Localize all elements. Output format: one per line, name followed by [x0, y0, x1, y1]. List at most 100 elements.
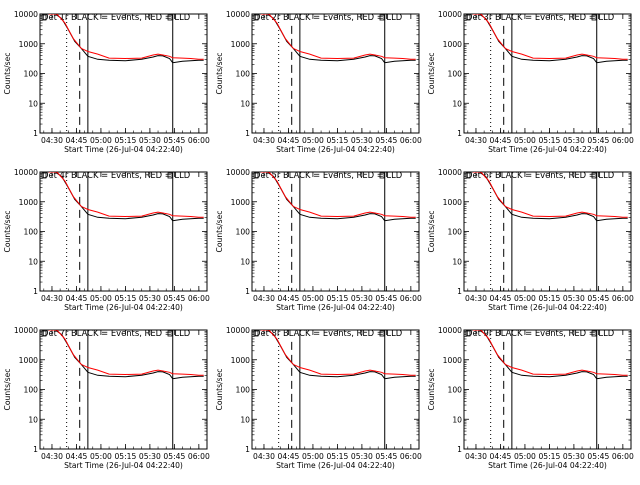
x-tick-label: 04:45 [278, 136, 300, 145]
plot-frame [39, 329, 208, 450]
chart-panel: Det 3r BLACK = Events, RED = LLD 1 10 100 10… [427, 10, 634, 154]
panel-title: Det 2r BLACK = Events, RED = LLD [254, 12, 402, 22]
y-tick-label: 100 [448, 228, 463, 237]
panel-title: Det 1r BLACK = Events, RED = LLD [42, 12, 190, 22]
y-axis-label: Counts/sec [3, 211, 12, 253]
x-tick-label: 04:30 [465, 294, 487, 303]
x-tick-label: 04:30 [41, 452, 63, 461]
plot-frame [463, 13, 632, 134]
x-tick-label: 05:30 [563, 294, 585, 303]
y-tick-label: 10 [452, 415, 462, 424]
x-tick-label: 05:30 [351, 294, 373, 303]
x-tick-label: 05:15 [538, 136, 560, 145]
y-tick-label: 10 [452, 99, 462, 108]
y-tick-label: 10000 [438, 10, 462, 19]
x-axis-label: Start Time (26-Jul-04 04:22:40) [64, 303, 183, 312]
x-tick-label: 06:00 [400, 452, 422, 461]
x-tick-label: 05:45 [375, 294, 397, 303]
y-tick-label: 100 [236, 228, 251, 237]
corner-marker [591, 330, 597, 337]
x-tick-label: 05:00 [514, 452, 536, 461]
y-tick-label: 1 [457, 445, 462, 454]
x-tick-label: 05:45 [587, 136, 609, 145]
corner-marker [379, 172, 385, 179]
y-tick-label: 100 [24, 70, 39, 79]
x-tick-label: 04:45 [66, 452, 88, 461]
x-tick-label: 05:45 [163, 294, 185, 303]
x-tick-label: 05:15 [538, 294, 560, 303]
y-tick-label: 1 [33, 287, 38, 296]
y-tick-label: 10000 [438, 168, 462, 177]
x-axis-label: Start Time (26-Jul-04 04:22:40) [488, 145, 607, 154]
y-tick-label: 10 [28, 99, 38, 108]
corner-marker [253, 172, 259, 179]
y-tick-label: 1000 [231, 198, 250, 207]
y-tick-label: 10 [240, 415, 250, 424]
y-tick-label: 10000 [14, 168, 38, 177]
x-tick-label: 04:45 [66, 136, 88, 145]
corner-marker [465, 172, 471, 179]
plot-frame [463, 329, 632, 450]
y-tick-label: 1000 [19, 356, 38, 365]
y-axis-label: Counts/sec [215, 53, 224, 95]
events-series-line [478, 14, 628, 64]
corner-marker [379, 330, 385, 337]
y-tick-label: 10000 [14, 10, 38, 19]
y-tick-label: 10000 [226, 168, 250, 177]
x-tick-label: 06:00 [612, 136, 634, 145]
panel-title: Det 3r BLACK = Events, RED = LLD [466, 12, 614, 22]
y-tick-label: 1 [245, 129, 250, 138]
x-tick-label: 05:00 [90, 136, 112, 145]
x-tick-label: 04:30 [465, 136, 487, 145]
x-tick-label: 05:45 [587, 294, 609, 303]
chart-panel: Det 5r BLACK = Events, RED = LLD 1 10 100 10… [215, 168, 422, 312]
chart-panel: Det 1r BLACK = Events, RED = LLD 1 10 100 10… [3, 10, 210, 154]
y-axis-label: Counts/sec [215, 369, 224, 411]
chart-panel: Det 8r BLACK = Events, RED = LLD 1 10 100 10… [215, 326, 422, 470]
y-axis-label: Counts/sec [3, 53, 12, 95]
lld-series-line [260, 330, 416, 376]
x-axis-label: Start Time (26-Jul-04 04:22:40) [276, 145, 395, 154]
y-tick-label: 1 [245, 287, 250, 296]
chart-panel: Det 9r BLACK = Events, RED = LLD 1 10 100 10… [427, 326, 634, 470]
x-tick-label: 04:45 [66, 294, 88, 303]
x-tick-label: 05:45 [587, 452, 609, 461]
events-series-line [54, 14, 204, 64]
plot-frame [251, 13, 420, 134]
x-tick-label: 05:00 [514, 136, 536, 145]
x-tick-label: 05:15 [114, 294, 136, 303]
x-tick-label: 06:00 [612, 294, 634, 303]
x-tick-label: 05:30 [139, 136, 161, 145]
x-tick-label: 05:00 [514, 294, 536, 303]
y-tick-label: 1 [33, 129, 38, 138]
x-tick-label: 04:30 [253, 294, 275, 303]
y-tick-label: 1 [33, 445, 38, 454]
x-tick-label: 04:45 [278, 294, 300, 303]
x-tick-label: 04:45 [490, 452, 512, 461]
y-tick-label: 1 [245, 445, 250, 454]
lld-series-line [260, 172, 416, 218]
corner-marker [167, 172, 173, 179]
panel-title: Det 8r BLACK = Events, RED = LLD [254, 328, 402, 338]
y-tick-label: 10 [28, 415, 38, 424]
events-series-line [266, 14, 416, 64]
x-tick-label: 06:00 [400, 136, 422, 145]
y-tick-label: 100 [448, 70, 463, 79]
x-tick-label: 04:45 [490, 136, 512, 145]
events-series-line [478, 172, 628, 222]
panel-title: Det 7r BLACK = Events, RED = LLD [42, 328, 190, 338]
x-tick-label: 06:00 [612, 452, 634, 461]
corner-marker [465, 14, 471, 21]
events-series-line [54, 330, 204, 380]
x-tick-label: 05:30 [139, 294, 161, 303]
x-tick-label: 05:30 [139, 452, 161, 461]
events-series-line [54, 172, 204, 222]
y-tick-label: 10 [240, 99, 250, 108]
x-axis-label: Start Time (26-Jul-04 04:22:40) [64, 145, 183, 154]
corner-marker [591, 172, 597, 179]
x-tick-label: 05:15 [538, 452, 560, 461]
chart-panel: Det 4r BLACK = Events, RED = LLD 1 10 100 10… [3, 168, 210, 312]
x-tick-label: 05:00 [90, 294, 112, 303]
chart-panel: Det 7r BLACK = Events, RED = LLD 1 10 100 10… [3, 326, 210, 470]
